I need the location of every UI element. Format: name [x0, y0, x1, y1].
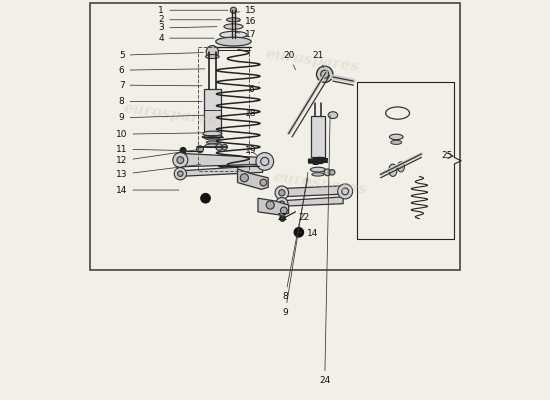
Text: 11: 11: [116, 145, 180, 154]
Ellipse shape: [224, 24, 243, 29]
Ellipse shape: [203, 131, 222, 136]
Text: 14: 14: [299, 229, 318, 238]
Circle shape: [174, 168, 186, 180]
Ellipse shape: [220, 31, 247, 38]
Circle shape: [222, 144, 227, 150]
Circle shape: [342, 188, 349, 195]
Circle shape: [276, 198, 288, 210]
Circle shape: [321, 70, 329, 78]
Polygon shape: [178, 166, 263, 176]
Text: 13: 13: [116, 164, 201, 179]
Circle shape: [338, 184, 353, 199]
Circle shape: [260, 179, 267, 186]
Circle shape: [177, 157, 184, 164]
Circle shape: [266, 201, 274, 209]
Text: 1: 1: [158, 6, 228, 15]
Ellipse shape: [391, 140, 401, 144]
Circle shape: [197, 146, 204, 152]
Ellipse shape: [206, 141, 218, 144]
Circle shape: [256, 152, 274, 170]
Circle shape: [279, 201, 284, 206]
Circle shape: [180, 148, 186, 154]
Text: 20: 20: [283, 51, 295, 70]
Text: 3: 3: [158, 24, 217, 32]
Polygon shape: [258, 198, 289, 215]
Text: 25: 25: [442, 152, 453, 160]
Circle shape: [240, 174, 249, 182]
Text: 6: 6: [248, 82, 260, 94]
Text: 18: 18: [245, 108, 257, 118]
Circle shape: [317, 66, 333, 82]
Circle shape: [329, 170, 335, 175]
Circle shape: [324, 169, 331, 176]
Text: 5: 5: [119, 51, 204, 60]
Ellipse shape: [398, 162, 404, 172]
Circle shape: [206, 46, 218, 58]
Text: 22: 22: [299, 213, 310, 222]
Text: 2: 2: [158, 15, 221, 24]
Ellipse shape: [206, 54, 219, 58]
Circle shape: [275, 186, 289, 200]
Text: 8: 8: [282, 178, 308, 302]
Circle shape: [173, 152, 188, 168]
Circle shape: [261, 157, 269, 166]
Text: 12: 12: [116, 150, 198, 165]
Ellipse shape: [227, 18, 240, 22]
Polygon shape: [278, 197, 343, 206]
Text: eurospares: eurospares: [122, 102, 218, 129]
Circle shape: [230, 7, 236, 13]
Text: 23: 23: [0, 399, 1, 400]
Text: 10: 10: [116, 130, 202, 139]
Text: 14: 14: [116, 186, 179, 194]
Text: 9: 9: [119, 113, 204, 122]
Text: 21: 21: [312, 51, 323, 68]
Bar: [198, 47, 249, 171]
Polygon shape: [178, 153, 263, 167]
Ellipse shape: [389, 164, 397, 176]
Circle shape: [178, 171, 183, 176]
Text: 8: 8: [119, 97, 202, 106]
Ellipse shape: [310, 167, 326, 172]
Circle shape: [294, 228, 304, 237]
Circle shape: [216, 144, 223, 150]
Text: 4: 4: [158, 34, 214, 43]
Bar: [311, 116, 324, 157]
Polygon shape: [278, 186, 343, 197]
Text: 19: 19: [245, 146, 257, 156]
Ellipse shape: [312, 173, 324, 176]
Ellipse shape: [328, 112, 338, 118]
Text: eurospares: eurospares: [265, 47, 360, 74]
Text: 24: 24: [319, 115, 331, 385]
Bar: [204, 89, 221, 137]
Ellipse shape: [218, 166, 258, 173]
Circle shape: [280, 216, 285, 221]
Text: 7: 7: [119, 81, 202, 90]
Ellipse shape: [205, 136, 220, 140]
Text: 17: 17: [236, 30, 257, 39]
Text: 11: 11: [277, 213, 288, 222]
Polygon shape: [238, 169, 268, 189]
Ellipse shape: [216, 37, 251, 46]
Text: eurospares: eurospares: [272, 170, 368, 197]
Circle shape: [279, 190, 285, 196]
Ellipse shape: [389, 134, 403, 140]
Ellipse shape: [205, 144, 220, 148]
Text: 15: 15: [234, 6, 257, 15]
Text: 16: 16: [238, 17, 257, 26]
Circle shape: [280, 207, 287, 214]
Text: 9: 9: [282, 172, 308, 317]
Circle shape: [201, 194, 210, 203]
Text: 6: 6: [119, 66, 205, 75]
